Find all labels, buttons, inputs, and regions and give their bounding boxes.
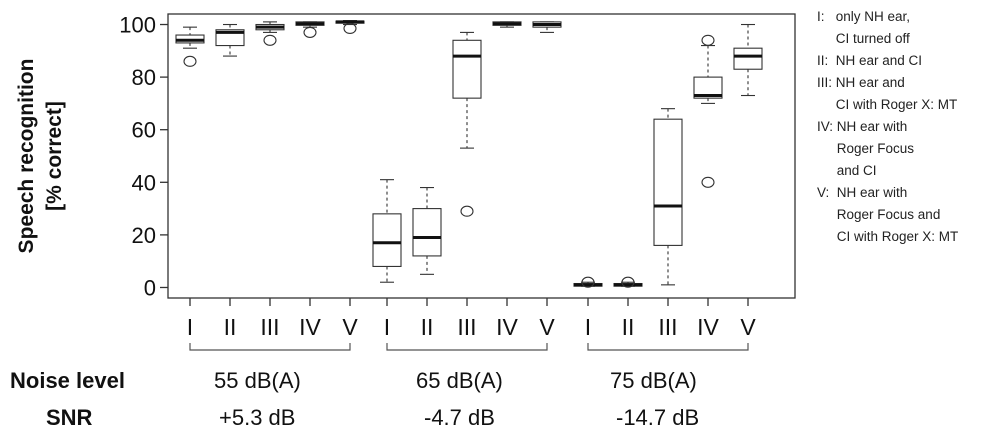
legend-key: III: bbox=[817, 75, 836, 90]
noise-level-label: Noise level bbox=[10, 368, 125, 393]
group-noise-level: 75 dB(A) bbox=[610, 368, 697, 393]
y-tick-label: 20 bbox=[132, 223, 156, 248]
outlier-point bbox=[460, 205, 474, 217]
group-snr: -4.7 dB bbox=[424, 405, 495, 430]
legend-item-v: V: NH ear with Roger Focus and CI with R… bbox=[817, 182, 1005, 248]
outlier-point bbox=[701, 34, 715, 46]
legend-key: V: bbox=[817, 185, 837, 200]
box-plot-v bbox=[532, 21, 562, 33]
x-tick-label: V bbox=[740, 314, 756, 340]
box-plot-iv bbox=[693, 34, 723, 188]
box-plot-ii bbox=[412, 187, 442, 275]
y-tick-label: 60 bbox=[132, 118, 156, 143]
plot-frame bbox=[167, 13, 796, 299]
y-tick-label: 100 bbox=[119, 13, 156, 38]
box-plot-iv bbox=[492, 21, 522, 28]
box-plot-iv bbox=[295, 21, 325, 38]
box-plot-i bbox=[175, 26, 205, 67]
outlier-point bbox=[701, 176, 715, 188]
legend: I: only NH ear, CI turned off II: NH ear… bbox=[817, 6, 1005, 248]
legend-item-ii: II: NH ear and CI bbox=[817, 50, 1005, 72]
box-plot-v bbox=[733, 23, 763, 97]
legend-text: CI with Roger X: MT bbox=[835, 97, 958, 112]
box-plot-iii bbox=[255, 21, 285, 46]
iqr-box bbox=[452, 39, 482, 99]
legend-text: CI turned off bbox=[835, 31, 910, 46]
outlier-point bbox=[343, 22, 357, 35]
box-plot-iii bbox=[452, 31, 482, 217]
legend-item-i: I: only NH ear, CI turned off bbox=[817, 6, 1005, 50]
x-tick-label: II bbox=[224, 314, 237, 340]
group-snr: +5.3 dB bbox=[219, 405, 296, 430]
legend-key: II: bbox=[817, 53, 836, 68]
iqr-box bbox=[412, 208, 442, 257]
legend-item-iii: III: NH ear and CI with Roger X: MT bbox=[817, 72, 1005, 116]
x-tick-label: I bbox=[384, 314, 390, 340]
box-plot-ii bbox=[613, 276, 643, 288]
x-tick-label: III bbox=[260, 314, 279, 340]
legend-text: NH ear with bbox=[836, 119, 908, 134]
x-tick-label: IV bbox=[697, 314, 719, 340]
x-tick-label: III bbox=[457, 314, 476, 340]
iqr-box bbox=[653, 118, 683, 246]
box-plot-v bbox=[335, 20, 365, 35]
legend-key: IV: bbox=[817, 119, 837, 134]
x-tick-label: IV bbox=[299, 314, 321, 340]
box-plot-i bbox=[573, 276, 603, 288]
y-tick-label: 80 bbox=[132, 65, 156, 90]
group-noise-level: 65 dB(A) bbox=[416, 368, 503, 393]
outlier-point bbox=[621, 276, 635, 288]
legend-text: and CI bbox=[836, 163, 877, 178]
outlier-point bbox=[263, 34, 277, 46]
box-plot-i bbox=[372, 179, 402, 283]
x-tick-label: II bbox=[421, 314, 434, 340]
group-bracket bbox=[386, 343, 548, 351]
legend-key: I: bbox=[817, 9, 836, 24]
outlier-point bbox=[581, 276, 595, 288]
y-axis-label: [% correct] bbox=[43, 101, 66, 211]
legend-text: NH ear and CI bbox=[835, 53, 923, 68]
legend-text: only NH ear, bbox=[835, 9, 911, 24]
group-bracket bbox=[189, 343, 351, 351]
group-noise-level: 55 dB(A) bbox=[214, 368, 301, 393]
outlier-point bbox=[183, 55, 197, 67]
legend-text: CI with Roger X: MT bbox=[836, 229, 959, 244]
box-plot-iii bbox=[653, 108, 683, 286]
legend-text: NH ear and bbox=[835, 75, 905, 90]
x-tick-label: V bbox=[342, 314, 358, 340]
box-plot-ii bbox=[215, 23, 245, 57]
snr-label: SNR bbox=[46, 405, 93, 430]
x-tick-label: V bbox=[539, 314, 555, 340]
iqr-box bbox=[372, 213, 402, 267]
y-axis-label: Speech recognition bbox=[15, 59, 38, 254]
x-tick-label: IV bbox=[496, 314, 518, 340]
iqr-box bbox=[733, 47, 763, 70]
group-bracket bbox=[587, 343, 749, 351]
legend-text: Roger Focus and bbox=[836, 207, 941, 222]
y-tick-label: 0 bbox=[144, 275, 156, 300]
legend-text: Roger Focus bbox=[836, 141, 915, 156]
y-tick-label: 40 bbox=[132, 170, 156, 195]
legend-item-iv: IV: NH ear with Roger Focus and CI bbox=[817, 116, 1005, 182]
x-tick-label: II bbox=[622, 314, 635, 340]
iqr-box bbox=[693, 76, 723, 99]
outlier-point bbox=[303, 26, 317, 38]
x-tick-label: I bbox=[585, 314, 591, 340]
group-snr: -14.7 dB bbox=[616, 405, 700, 430]
legend-text: NH ear with bbox=[836, 185, 908, 200]
x-tick-label: III bbox=[658, 314, 677, 340]
x-tick-label: I bbox=[187, 314, 193, 340]
